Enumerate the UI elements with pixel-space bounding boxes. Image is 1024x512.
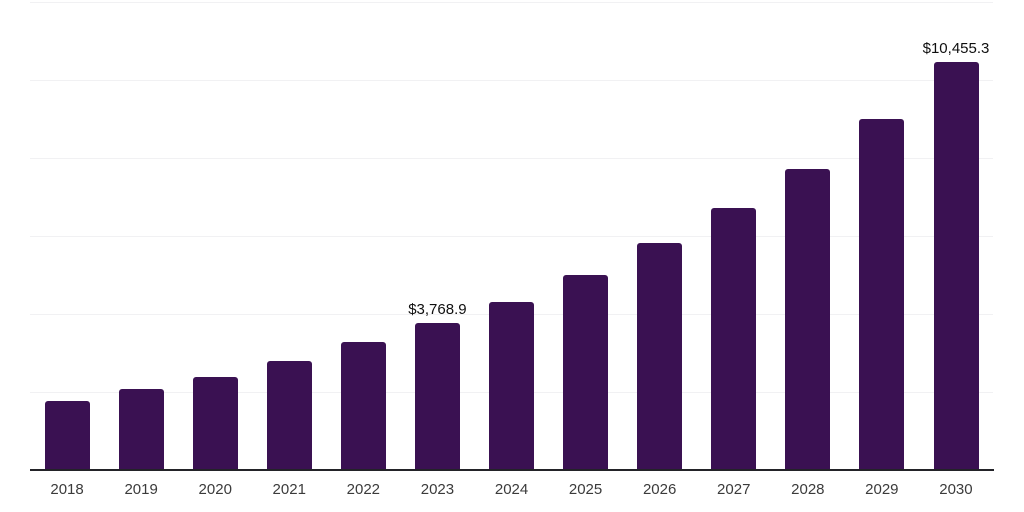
gridline-8000 [30, 158, 993, 159]
bar-2027 [711, 207, 757, 470]
value-label-2023: $3,768.9 [408, 301, 467, 318]
bar-2026 [637, 243, 683, 470]
bar-2029 [859, 119, 905, 470]
x-tick-label-2029: 2029 [865, 481, 899, 498]
bar-2019 [118, 388, 164, 470]
gridline-6000 [30, 236, 993, 237]
gridline-12000 [30, 2, 993, 3]
bar-2025 [563, 274, 609, 470]
plot-area: $3,768.9 $10,455.3 [30, 2, 993, 470]
x-tick-label-2018: 2018 [50, 481, 84, 498]
bar-2024 [489, 301, 534, 470]
x-axis-line [30, 469, 994, 471]
bar-2018 [44, 400, 90, 470]
x-tick-label-2027: 2027 [717, 481, 751, 498]
x-tick-label-2023: 2023 [420, 481, 455, 498]
x-tick-label-2022: 2022 [346, 481, 381, 498]
gridline-10000 [30, 80, 993, 81]
x-axis: 2018 2019 2020 2021 2022 2023 2024 2025 2026 2027… [30, 480, 993, 504]
x-tick-label-2028: 2028 [791, 481, 825, 498]
x-tick-label-2021: 2021 [272, 481, 306, 498]
bar-2023 [414, 323, 460, 470]
x-tick-label-2025: 2025 [568, 481, 603, 498]
value-label-2030: $10,455.3 [922, 40, 990, 58]
x-tick-label-2024: 2024 [494, 481, 529, 498]
bar-2022 [340, 342, 386, 470]
bar-2021 [266, 360, 312, 470]
x-tick-label-2026: 2026 [642, 481, 677, 498]
x-tick-label-2019: 2019 [124, 481, 158, 498]
x-tick-label-2020: 2020 [198, 481, 232, 498]
bar-2028 [785, 168, 831, 470]
bar-2020 [192, 377, 238, 470]
x-tick-label-2030: 2030 [939, 481, 973, 498]
bar-2030 [933, 62, 979, 470]
